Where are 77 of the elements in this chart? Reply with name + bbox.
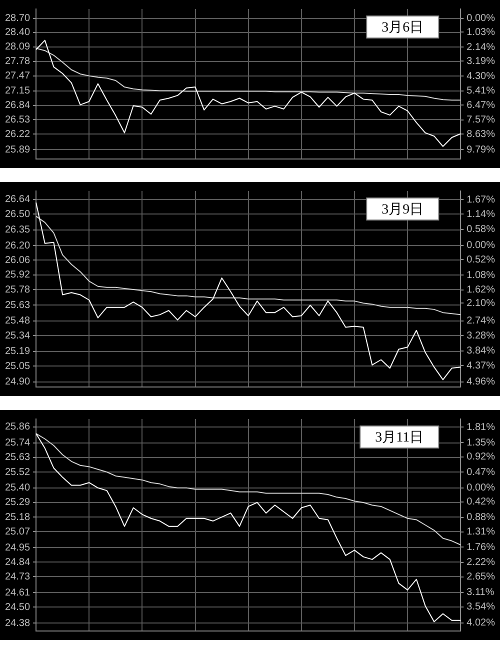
y2-tick-label: 2.74% xyxy=(466,316,496,326)
y2-tick-label: 0.00% xyxy=(466,13,496,24)
y-tick-label: 25.92 xyxy=(4,270,30,281)
y-tick-label: 24.50 xyxy=(4,602,30,613)
y2-tick-label: 3.11% xyxy=(466,587,494,598)
y2-tick-label: 1.03% xyxy=(466,26,496,38)
y-tick-label: 26.22 xyxy=(4,128,30,140)
y2-tick-label: 1.31% xyxy=(466,526,496,538)
y-tick-label: 25.07 xyxy=(4,526,30,538)
y-tick-label: 26.06 xyxy=(4,254,30,266)
y2-tick-label: 4.37% xyxy=(466,360,496,372)
y-tick-label: 27.47 xyxy=(4,70,30,82)
y2-tick-label: 1.76% xyxy=(466,542,496,553)
y2-tick-label: 1.67% xyxy=(466,194,496,206)
y2-tick-label: 1.81% xyxy=(466,422,496,433)
y-tick-label: 25.29 xyxy=(4,497,30,508)
y2-tick-label: 2.10% xyxy=(466,298,496,309)
y-tick-label: 25.78 xyxy=(4,284,30,296)
y2-tick-label: 0.58% xyxy=(466,224,496,236)
y-tick-label: 26.35 xyxy=(4,224,30,236)
y2-tick-label: 3.84% xyxy=(466,346,496,357)
y2-tick-label: 4.96% xyxy=(466,376,496,388)
y-tick-label: 24.38 xyxy=(4,618,30,629)
y2-tick-label: 2.22% xyxy=(466,557,496,568)
y2-tick-label: 3.54% xyxy=(466,602,496,613)
y-tick-label: 24.73 xyxy=(4,571,30,582)
y2-tick-label: 7.57% xyxy=(466,114,496,126)
y-tick-label: 28.09 xyxy=(4,42,30,53)
y-tick-label: 26.53 xyxy=(4,114,30,126)
y-tick-label: 26.50 xyxy=(4,208,30,220)
y-tick-label: 24.95 xyxy=(4,542,30,554)
y2-tick-label: 0.47% xyxy=(466,466,496,478)
y-tick-label: 24.90 xyxy=(4,376,30,388)
text: 3月9日 xyxy=(382,202,424,218)
y-tick-label: 24.61 xyxy=(4,587,30,598)
text: 3月6日 xyxy=(382,20,424,36)
y2-tick-label: 5.41% xyxy=(466,86,496,97)
y2-tick-label: 0.92% xyxy=(466,452,496,463)
text: 3月11日 xyxy=(375,430,424,446)
y-tick-label: 25.40 xyxy=(4,482,30,494)
y-tick-label: 25.89 xyxy=(4,144,30,156)
y2-tick-label: 4.30% xyxy=(466,70,496,82)
y2-tick-label: 0.00% xyxy=(466,240,496,252)
y-tick-label: 28.40 xyxy=(4,27,30,38)
y-tick-label: 25.05 xyxy=(4,360,30,372)
y2-tick-label: 1.62% xyxy=(466,284,496,296)
y2-tick-label: 0.00% xyxy=(466,482,496,494)
y-tick-label: 25.52 xyxy=(4,466,30,478)
y-tick-label: 24.84 xyxy=(4,556,30,568)
y-tick-label: 28.70 xyxy=(4,13,30,24)
y-tick-label: 25.74 xyxy=(4,438,30,449)
y2-tick-label: 9.79% xyxy=(466,144,496,156)
y-tick-label: 26.64 xyxy=(4,194,30,206)
y-tick-label: 25.86 xyxy=(4,422,30,433)
y-tick-label: 27.78 xyxy=(4,56,30,68)
y-tick-label: 25.18 xyxy=(4,512,30,523)
y2-tick-label: 3.19% xyxy=(466,56,496,67)
y2-tick-label: 6.47% xyxy=(466,100,496,111)
y-tick-label: 26.84 xyxy=(4,100,30,112)
y2-tick-label: 0.42% xyxy=(466,496,496,508)
y-tick-label: 25.63 xyxy=(4,452,30,464)
y-tick-label: 25.48 xyxy=(4,316,30,327)
y2-tick-label: 1.08% xyxy=(466,270,496,281)
y2-tick-label: 3.28% xyxy=(466,330,496,342)
y-tick-label: 26.20 xyxy=(4,240,30,252)
y2-tick-label: 2.65% xyxy=(466,572,496,583)
y2-tick-label: 4.02% xyxy=(466,618,496,629)
y-tick-label: 25.19 xyxy=(4,346,30,358)
y2-tick-label: 1.14% xyxy=(466,208,496,220)
y-tick-label: 25.63 xyxy=(4,300,30,311)
y-tick-label: 25.34 xyxy=(4,330,30,342)
y2-tick-label: 1.35% xyxy=(466,437,496,448)
y-tick-label: 27.15 xyxy=(4,86,30,97)
y2-tick-label: 8.63% xyxy=(466,128,496,140)
y2-tick-label: 0.52% xyxy=(466,254,496,266)
y2-tick-label: 2.14% xyxy=(466,42,496,53)
y2-tick-label: 0.88% xyxy=(466,512,496,524)
